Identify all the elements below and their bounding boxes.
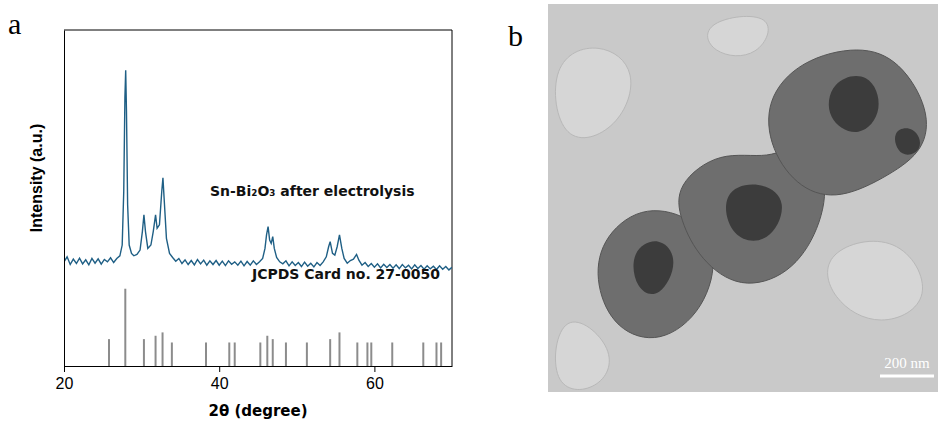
series-label: Sn-Bi₂O₃ after electrolysis [210, 183, 415, 199]
x-axis: 20 40 60 [56, 366, 453, 392]
scale-bar [880, 375, 934, 378]
micrograph: 200 nm [548, 4, 938, 392]
reference-peak [108, 339, 110, 366]
x-tick: 20 [56, 366, 74, 392]
particle-core [726, 185, 782, 241]
particle [769, 50, 927, 195]
reference-peak [435, 342, 437, 366]
reference-peak [272, 339, 274, 366]
frame-right [452, 30, 453, 366]
reference-peak [155, 336, 157, 366]
frame-top [64, 30, 452, 31]
reference-peak [205, 342, 207, 366]
reference-peak [259, 342, 261, 366]
x-tick-mark [219, 366, 220, 372]
x-tick-label: 20 [56, 375, 74, 392]
reference-peak [306, 342, 308, 366]
micrograph-background [548, 4, 938, 392]
scale-bar-label: 200 nm [884, 355, 930, 371]
reference-peak [356, 342, 358, 366]
x-tick: 60 [366, 366, 384, 392]
x-tick-mark [64, 366, 65, 372]
particle-core [633, 241, 673, 294]
y-axis [64, 31, 65, 367]
reference-peak [329, 339, 331, 366]
carbon-film [828, 241, 923, 320]
series-label: JCPDS Card no. 27-0050 [251, 266, 440, 282]
carbon-film [555, 322, 609, 389]
panel-label: b [508, 19, 523, 52]
reference-peak [171, 342, 173, 366]
y-axis-line [64, 31, 65, 367]
x-tick: 40 [211, 366, 229, 392]
x-axis-line [65, 366, 453, 367]
reference-peak [234, 342, 236, 366]
reference-peak [422, 342, 424, 366]
panel-label: a [8, 7, 21, 40]
x-tick-label: 60 [366, 375, 384, 392]
xrd-pattern [64, 70, 452, 270]
x-axis-title: 2θ (degree) [208, 402, 307, 420]
reference-peak [124, 289, 126, 366]
reference-peak [228, 342, 230, 366]
particle-core [829, 76, 879, 132]
carbon-film [708, 16, 769, 55]
x-tick-label: 40 [211, 375, 229, 392]
reference-peak [370, 342, 372, 366]
reference-peak [366, 342, 368, 366]
reference-peak [285, 342, 287, 366]
reference-peak [266, 336, 268, 366]
reference-peak [440, 342, 442, 366]
plot-area [64, 70, 452, 366]
reference-peak [162, 332, 164, 366]
reference-peak [338, 332, 340, 366]
y-axis-title: Intensity (a.u.) [28, 124, 45, 232]
particle-core [895, 128, 920, 154]
reference-peak [143, 339, 145, 366]
x-tick-mark [374, 366, 375, 372]
carbon-film [555, 48, 630, 138]
figure: a 20 40 60 2θ (degree) Intensity (a.u.) Sn-Bi₂… [0, 0, 943, 430]
reference-peak [391, 342, 393, 366]
